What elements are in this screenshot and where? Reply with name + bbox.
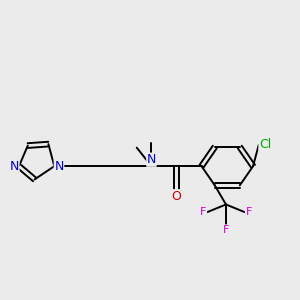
Text: F: F [223,225,229,235]
Text: N: N [10,160,19,173]
Text: Cl: Cl [259,138,271,151]
Text: F: F [200,207,206,218]
Text: N: N [54,160,64,173]
Text: N: N [147,153,156,166]
Text: F: F [245,207,252,218]
Text: O: O [172,190,182,203]
